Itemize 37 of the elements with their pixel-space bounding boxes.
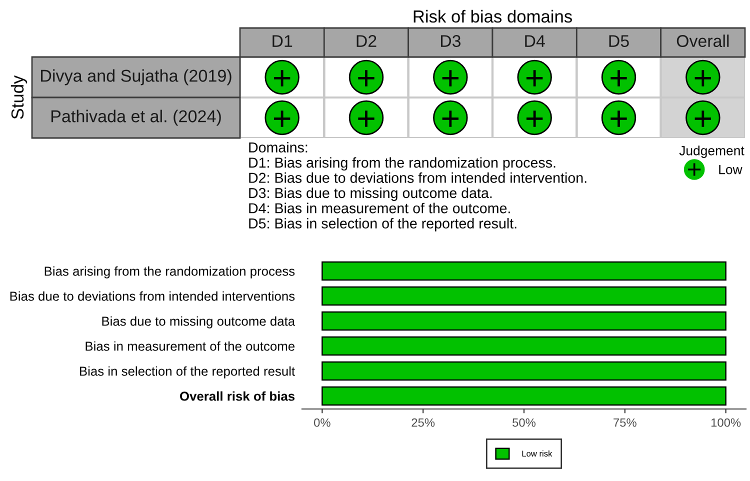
x-tick-label: D3 bbox=[440, 35, 460, 48]
x-tick-label: 75% bbox=[614, 418, 636, 427]
y-tick-label: Bias due to deviations from intended interventions bbox=[10, 291, 295, 301]
text: + bbox=[358, 110, 374, 127]
legend-label: Low risk bbox=[522, 450, 552, 457]
legend-label: Low bbox=[719, 165, 742, 174]
text: + bbox=[442, 110, 459, 127]
x-tick-label: D1 bbox=[272, 35, 292, 47]
text: + bbox=[694, 70, 712, 86]
x-tick-label: 50% bbox=[512, 418, 536, 427]
x-tick-label: D5 bbox=[609, 35, 629, 48]
text: + bbox=[610, 70, 627, 86]
y-axis-title: Study bbox=[10, 75, 28, 119]
text: + bbox=[694, 110, 712, 127]
text: + bbox=[526, 110, 543, 127]
x-tick-label: D2 bbox=[356, 35, 376, 47]
legend-title: Judgement bbox=[679, 146, 744, 158]
y-tick-label: Overall risk of bias bbox=[180, 391, 295, 401]
chart-title: Risk of bias domains bbox=[414, 10, 572, 23]
x-tick-label: Overall bbox=[676, 34, 729, 48]
y-tick-label: Divya and Sujatha (2019) bbox=[41, 69, 232, 86]
text: + bbox=[274, 70, 290, 86]
text: + bbox=[274, 110, 290, 127]
y-tick-label: Bias in selection of the reported result bbox=[80, 366, 295, 378]
y-tick-label: Bias in measurement of the outcome bbox=[86, 341, 294, 351]
text: + bbox=[610, 110, 627, 127]
x-tick-label: 25% bbox=[412, 418, 435, 427]
y-tick-label: Pathivada et al. (2024) bbox=[51, 110, 221, 126]
text: + bbox=[358, 70, 374, 86]
y-tick-label: Bias arising from the randomization process bbox=[44, 266, 295, 278]
x-tick-label: D4 bbox=[525, 35, 545, 47]
text: + bbox=[526, 70, 543, 86]
y-tick-label: Bias due to missing outcome data bbox=[102, 316, 296, 328]
text: Domains: D1: Bias arising from the randomization process. D2: Bias due to deviations from intended intervention. D3: Bias due to missing outcome data. D4: Bias in measurement of the outcome. D5: Bias in selection of the reported result. bbox=[249, 142, 586, 232]
text: + bbox=[442, 70, 459, 86]
x-tick-label: 0% bbox=[314, 418, 330, 427]
x-tick-label: 100% bbox=[711, 418, 741, 427]
